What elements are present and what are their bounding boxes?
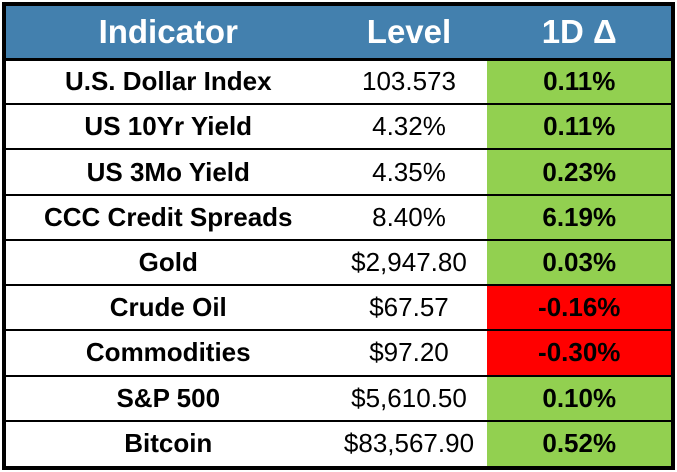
indicator-cell: US 10Yr Yield [6,104,331,151]
market-indicators-table: Indicator Level 1D Δ U.S. Dollar Index 1… [6,6,671,466]
column-header-level: Level [330,6,488,61]
delta-cell: 0.03% [487,239,671,287]
delta-cell: 6.19% [487,194,671,241]
indicator-cell: S&P 500 [6,375,331,422]
indicator-cell: Crude Oil [6,285,331,332]
delta-cell: 0.11% [487,59,671,106]
indicator-cell: Bitcoin [6,420,331,466]
delta-cell: -0.16% [487,285,671,332]
table-row: Crude Oil $67.57 -0.16% [6,285,671,332]
level-cell: 103.573 [330,59,488,106]
level-cell: $2,947.80 [330,239,488,287]
indicator-cell: Gold [6,239,331,287]
table-row: Bitcoin $83,567.90 0.52% [6,420,671,466]
level-cell: 8.40% [330,194,488,241]
delta-cell: 0.23% [487,149,671,196]
indicator-cell: US 3Mo Yield [6,149,331,196]
level-cell: $97.20 [330,330,488,377]
level-cell: $83,567.90 [330,420,488,466]
table-body: U.S. Dollar Index 103.573 0.11% US 10Yr … [6,59,671,466]
level-cell: 4.35% [330,149,488,196]
delta-cell: 0.11% [487,104,671,151]
table-row: CCC Credit Spreads 8.40% 6.19% [6,194,671,241]
level-cell: 4.32% [330,104,488,151]
column-header-1d-delta: 1D Δ [487,6,671,61]
column-header-indicator: Indicator [6,6,331,61]
delta-cell: 0.52% [487,420,671,466]
indicator-cell: CCC Credit Spreads [6,194,331,241]
indicator-cell: U.S. Dollar Index [6,59,331,106]
level-cell: $5,610.50 [330,375,488,422]
table-row: S&P 500 $5,610.50 0.10% [6,375,671,422]
table-row: U.S. Dollar Index 103.573 0.11% [6,59,671,106]
table-row: Gold $2,947.80 0.03% [6,239,671,287]
table-row: Commodities $97.20 -0.30% [6,330,671,377]
table-row: US 10Yr Yield 4.32% 0.11% [6,104,671,151]
indicator-cell: Commodities [6,330,331,377]
header-row: Indicator Level 1D Δ [6,6,671,61]
table-row: US 3Mo Yield 4.35% 0.23% [6,149,671,196]
level-cell: $67.57 [330,285,488,332]
table-header: Indicator Level 1D Δ [6,6,671,61]
delta-cell: -0.30% [487,330,671,377]
delta-cell: 0.10% [487,375,671,422]
